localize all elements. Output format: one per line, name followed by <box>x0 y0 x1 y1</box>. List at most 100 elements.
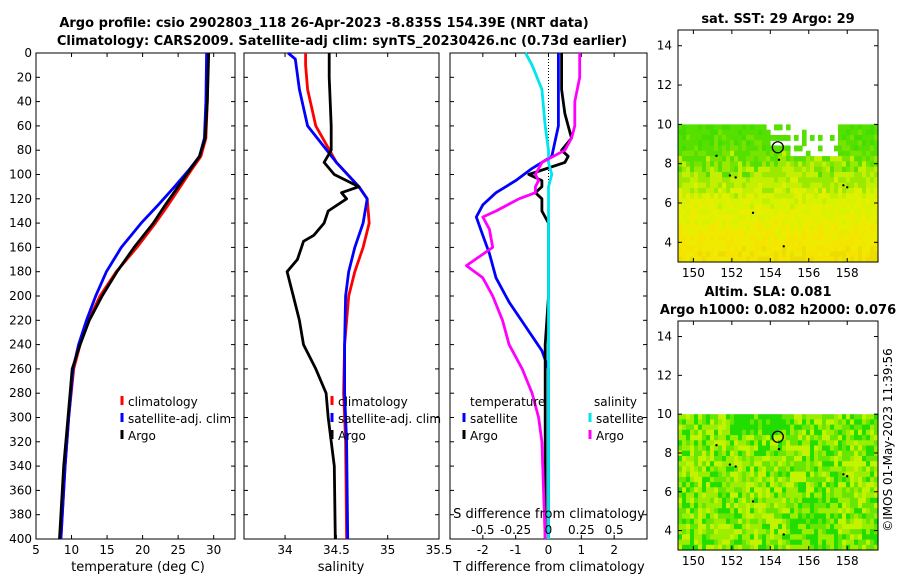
map_sst-cell <box>750 198 755 205</box>
map_sst-cell <box>698 198 703 205</box>
map_sst-cell <box>850 161 855 168</box>
map_sla-cell <box>818 414 823 420</box>
map_sst-cell <box>802 224 807 231</box>
map_sst-cell <box>762 177 767 184</box>
map_sst-cell <box>862 256 867 263</box>
map_sst-cell <box>754 150 759 157</box>
map_sla-cell <box>790 539 795 546</box>
map_sla-cell <box>706 414 711 420</box>
map_sst-cell <box>778 182 783 189</box>
map_sla-cell <box>798 466 803 473</box>
map_sla-cell <box>718 487 723 494</box>
map_sla-cell <box>862 476 867 483</box>
map_sst-cell <box>690 182 695 189</box>
map_sla-cell <box>830 419 835 426</box>
map_sla-cell <box>698 523 703 530</box>
map_sla-cell <box>782 476 787 483</box>
map_sst-cell <box>838 251 843 258</box>
map_sla-cell <box>690 492 695 499</box>
map_sla-cell <box>782 539 787 546</box>
map_sla-cell <box>718 440 723 447</box>
map_sst-cell <box>706 166 711 173</box>
map_sst-cell <box>838 124 843 131</box>
map_sla-cell <box>702 503 707 509</box>
map_sla-cell <box>818 492 823 499</box>
map_sst-cell <box>802 140 807 147</box>
map_sst-cell <box>698 145 703 152</box>
map_sst-cell <box>798 256 803 263</box>
map_sst-cell <box>806 209 811 215</box>
map_sla-cell <box>766 456 771 462</box>
map_sla-cell <box>782 414 787 420</box>
map_sla-cell <box>678 419 683 426</box>
map_sst-cell <box>722 246 727 252</box>
map_sst-cell <box>714 203 719 210</box>
map_sst-cell <box>842 124 847 131</box>
map_sla-cell <box>746 466 751 473</box>
map_sla-cell <box>774 419 779 426</box>
map_sst-cell <box>722 209 727 215</box>
map_sla-cell <box>766 523 771 530</box>
map_sla-cell <box>790 497 795 504</box>
map_sst-cell <box>786 230 791 237</box>
map_sla-cell <box>690 435 695 441</box>
map_sst-cell <box>754 145 759 152</box>
map_sst-cell <box>722 124 727 131</box>
difference-xtick-label: 1 <box>578 543 586 557</box>
map_sla-cell <box>698 471 703 478</box>
map_sla-cell <box>726 503 731 509</box>
map_sst-cell <box>854 140 859 147</box>
map_sst-cell <box>738 256 743 263</box>
map_sla-cell <box>690 476 695 483</box>
map_sla-cell <box>826 544 831 551</box>
map_sla-cell <box>782 450 787 457</box>
map_sst-cell <box>718 161 723 168</box>
map_sla-cell <box>730 450 735 457</box>
map_sla-cell <box>682 534 687 541</box>
map_sst-cell <box>814 246 819 252</box>
map_sst-cell <box>698 129 703 136</box>
map_sla-cell <box>822 456 827 462</box>
map_sla-cell <box>826 513 831 520</box>
map_sst-cell <box>698 209 703 215</box>
map_sla-cell <box>814 414 819 420</box>
map_sst-cell <box>722 172 727 178</box>
map_sst-cell <box>694 251 699 258</box>
map_sla-cell <box>870 518 875 525</box>
map_sst-cell <box>746 224 751 231</box>
map_sla-cell <box>770 424 775 431</box>
map_sla-cell <box>866 440 871 447</box>
map_sst-cell <box>834 230 839 237</box>
map_sla-cell <box>682 466 687 473</box>
map_sla-cell <box>838 419 843 426</box>
map_sla-cell <box>818 497 823 504</box>
map_sla-cell <box>694 419 699 426</box>
map_sst-cell <box>738 177 743 184</box>
map_sst-cell <box>742 209 747 215</box>
map_sla-cell <box>690 497 695 504</box>
map_sla-cell <box>858 429 863 436</box>
depth-tick-label: 400 <box>9 532 32 546</box>
map_sst-cell <box>874 235 879 242</box>
map_sla-cell <box>786 523 791 530</box>
map_sst-cell <box>802 161 807 168</box>
map_sla-cell <box>810 529 815 535</box>
map_sst-cell <box>790 246 795 252</box>
map_sla-cell <box>742 450 747 457</box>
map_sla-cell <box>762 424 767 431</box>
map_sst-cell <box>686 256 691 263</box>
map_sst-island <box>842 184 845 187</box>
map_sst-cell <box>734 256 739 263</box>
map_sst-cell <box>706 240 711 247</box>
salinity-legend-label: Argo <box>338 429 366 443</box>
map_sla-cell <box>862 450 867 457</box>
map_sla-cell <box>842 482 847 488</box>
salinity-xtick-label: 34.5 <box>323 543 350 557</box>
map_sla-cell <box>686 534 691 541</box>
map_sla-cell <box>766 466 771 473</box>
map_sst-cell <box>862 214 867 221</box>
map_sla-cell <box>802 450 807 457</box>
map_sst-cell <box>722 182 727 189</box>
map_sst-cell <box>694 256 699 263</box>
map_sst-cell <box>730 150 735 157</box>
